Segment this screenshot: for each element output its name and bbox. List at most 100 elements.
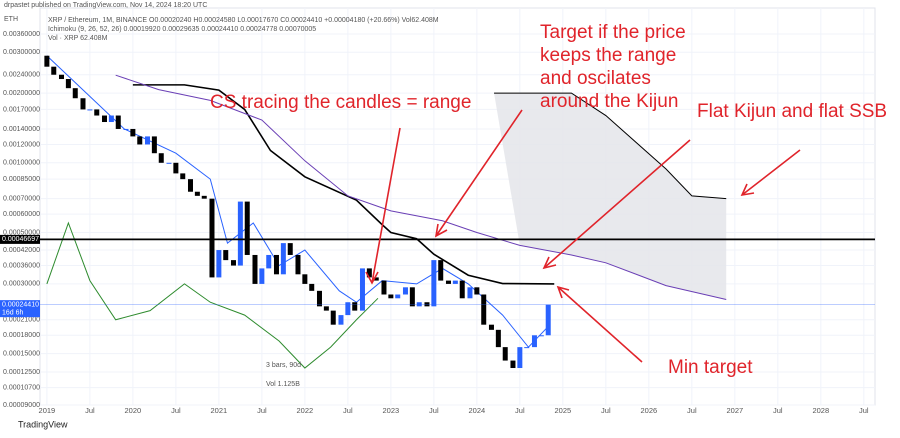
x-tick-label: Jul (687, 406, 697, 415)
candle-body (237, 201, 243, 266)
y-tick-label: 0.00200000 (3, 90, 40, 97)
candle-body (216, 250, 222, 278)
candle-body (158, 153, 164, 163)
price-label: 0.00024410 (2, 301, 39, 308)
annotation: and oscilates (540, 68, 651, 89)
annotation: around the Kijun (540, 91, 678, 112)
measure-label: Vol 1.125B (266, 381, 300, 388)
price-sublabel: 16d 6h (2, 309, 24, 316)
candle-body (395, 294, 401, 299)
candle-body (445, 280, 451, 284)
candle-body (330, 310, 336, 325)
y-tick-label: 0.00009000 (3, 402, 40, 409)
candle-body (65, 79, 71, 89)
candle-body (452, 280, 458, 284)
y-tick-label: 0.00050000 (3, 229, 40, 236)
candle-body (101, 115, 107, 123)
y-tick-label: 0.00140000 (3, 126, 40, 133)
y-tick-label: 0.00085000 (3, 176, 40, 183)
candle-body (352, 302, 358, 311)
candle-body (166, 162, 172, 164)
candle-body (345, 302, 351, 316)
candle-body (259, 268, 265, 284)
y-tick-label: 0.00015000 (3, 350, 40, 357)
arrow (556, 285, 643, 363)
footer: TradingView (18, 419, 68, 429)
candle-body (115, 115, 121, 129)
x-tick-label: Jul (343, 406, 353, 415)
y-tick-label: 0.00070000 (3, 196, 40, 203)
x-tick-label: 2022 (297, 406, 314, 415)
annotation: Flat Kijun and flat SSB (697, 101, 887, 122)
candle-body (431, 260, 437, 307)
x-tick-label: 2027 (726, 406, 743, 415)
x-tick-label: Jul (429, 406, 439, 415)
candle-body (123, 128, 129, 130)
candle-body (517, 347, 523, 369)
candle-body (230, 260, 236, 266)
x-tick-label: 2020 (125, 406, 142, 415)
y-tick-label: 0.00012500 (3, 369, 40, 376)
x-tick-label: Jul (171, 406, 181, 415)
candle-body (309, 283, 315, 291)
axis-currency: ETH (4, 16, 18, 23)
arrow (434, 109, 523, 238)
annotation: CS tracing the candles = range (210, 92, 471, 113)
indicator-line (115, 74, 727, 300)
candle-body (402, 287, 408, 295)
indicator-line (46, 55, 551, 348)
candle-body (302, 274, 308, 284)
legend-line: Vol · XRP 62.408M (48, 35, 108, 42)
candle-body (130, 128, 136, 137)
candle-body (316, 290, 322, 307)
candle-body (416, 302, 422, 307)
x-tick-label: Jul (859, 406, 869, 415)
candle-body (366, 268, 372, 278)
candle-body (266, 254, 272, 269)
candle-body (87, 109, 93, 111)
candle-body (467, 287, 473, 299)
candle-body (323, 306, 329, 311)
candle-body (338, 315, 344, 325)
candle-body (524, 347, 530, 349)
candle-body (151, 136, 157, 154)
x-tick-label: Jul (773, 406, 783, 415)
indicator-line (46, 221, 379, 369)
candle-body (409, 287, 415, 307)
x-tick-label: Jul (257, 406, 267, 415)
x-tick-label: 2028 (812, 406, 829, 415)
x-tick-label: 2026 (640, 406, 657, 415)
price-label-box (0, 234, 40, 244)
arrows (365, 109, 801, 363)
x-tick-label: Jul (601, 406, 611, 415)
x-tick-label: 2024 (469, 406, 486, 415)
price-label: 0.00046697 (2, 236, 39, 243)
candle-body (388, 294, 394, 299)
candle-body (531, 335, 537, 348)
arrow (365, 127, 401, 285)
candle-body (58, 74, 64, 80)
header: drpastet published on TradingView.com, N… (4, 2, 207, 9)
candle-body (44, 55, 50, 67)
y-tick-label: 0.00018000 (3, 332, 40, 339)
y-tick-label: 0.00010700 (3, 384, 40, 391)
x-tick-label: 2023 (383, 406, 400, 415)
candle-body (173, 162, 179, 174)
candle-body (223, 250, 229, 261)
annotation: keeps the range (540, 45, 676, 66)
candle-body (72, 88, 78, 99)
candle-body (201, 195, 207, 199)
candle-body (187, 179, 193, 192)
cloud (494, 93, 727, 300)
candle-body (252, 254, 258, 284)
candle-body (424, 302, 430, 307)
x-tick-label: 2021 (211, 406, 228, 415)
y-tick-label: 0.00100000 (3, 160, 40, 167)
candle-body (244, 201, 250, 255)
x-tick-label: 2019 (39, 406, 56, 415)
y-tick-label: 0.00042000 (3, 247, 40, 254)
candle-body (295, 254, 301, 275)
candle-body (144, 136, 150, 145)
indicator-line (494, 92, 727, 200)
